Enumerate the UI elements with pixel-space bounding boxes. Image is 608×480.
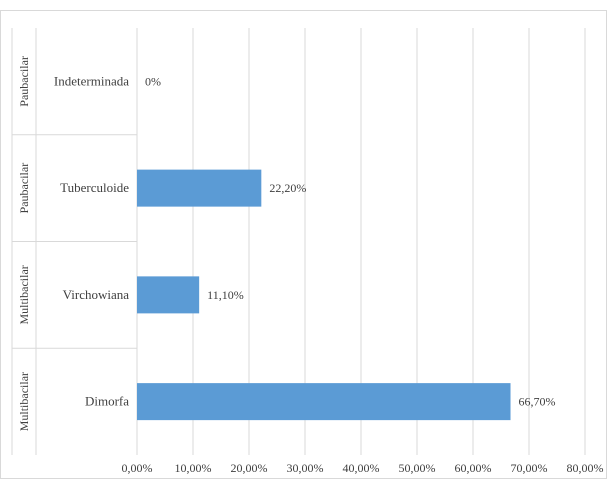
- grid-lines: [192, 28, 586, 455]
- bar: [137, 383, 511, 421]
- category-label: Dimorfa: [85, 394, 129, 409]
- x-tick-label: 70,00%: [511, 461, 548, 475]
- group-label: Paubacilar: [17, 56, 31, 107]
- category-label: Indeterminada: [54, 73, 129, 88]
- chart-border: [0, 10, 607, 479]
- data-label: 0%: [145, 74, 161, 88]
- x-tick-label: 80,00%: [567, 461, 604, 475]
- x-tick-label: 10,00%: [175, 461, 212, 475]
- x-tick-label: 30,00%: [287, 461, 324, 475]
- category-label: Tuberculoide: [60, 180, 129, 195]
- x-tick-label: 60,00%: [455, 461, 492, 475]
- group-label: Multibacilar: [17, 265, 31, 324]
- data-label: 22,20%: [269, 181, 306, 195]
- x-tick-label: 50,00%: [399, 461, 436, 475]
- group-label: Multibacilar: [17, 372, 31, 431]
- data-label: 66,70%: [519, 395, 556, 409]
- labels: 0,00% 10,00% 20,00% 30,00% 40,00% 50,00% 60,00…: [17, 56, 604, 475]
- bar: [137, 169, 262, 207]
- data-label: 11,10%: [207, 288, 244, 302]
- x-tick-label: 0,00%: [122, 461, 153, 475]
- x-tick-label: 40,00%: [343, 461, 380, 475]
- x-tick-label: 20,00%: [231, 461, 268, 475]
- bar: [137, 276, 200, 314]
- group-label: Paubacilar: [17, 163, 31, 214]
- category-label: Virchowiana: [63, 287, 130, 302]
- bars: [137, 169, 511, 421]
